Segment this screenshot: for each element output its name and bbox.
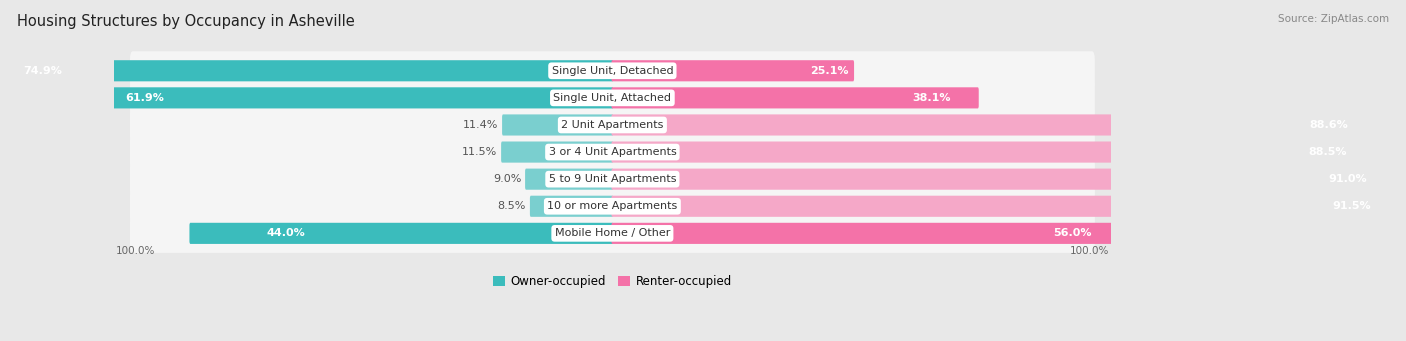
FancyBboxPatch shape [612,196,1406,217]
FancyBboxPatch shape [530,196,613,217]
Text: 91.0%: 91.0% [1329,174,1367,184]
Text: 38.1%: 38.1% [912,93,950,103]
FancyBboxPatch shape [129,187,1095,226]
FancyBboxPatch shape [129,133,1095,172]
Text: 9.0%: 9.0% [494,174,522,184]
Text: 3 or 4 Unit Apartments: 3 or 4 Unit Apartments [548,147,676,157]
FancyBboxPatch shape [501,142,613,163]
FancyBboxPatch shape [502,114,613,135]
FancyBboxPatch shape [612,60,853,81]
Text: Mobile Home / Other: Mobile Home / Other [555,228,671,238]
FancyBboxPatch shape [0,60,613,81]
Text: 74.9%: 74.9% [24,66,62,76]
Text: 100.0%: 100.0% [115,246,155,256]
FancyBboxPatch shape [612,142,1406,163]
Text: 100.0%: 100.0% [1070,246,1109,256]
FancyBboxPatch shape [612,168,1406,190]
Text: 5 to 9 Unit Apartments: 5 to 9 Unit Apartments [548,174,676,184]
Text: Housing Structures by Occupancy in Asheville: Housing Structures by Occupancy in Ashev… [17,14,354,29]
Text: 88.6%: 88.6% [1309,120,1348,130]
FancyBboxPatch shape [190,223,613,244]
FancyBboxPatch shape [129,214,1095,253]
FancyBboxPatch shape [18,87,613,108]
Text: Single Unit, Detached: Single Unit, Detached [551,66,673,76]
Text: 61.9%: 61.9% [125,93,165,103]
Text: 88.5%: 88.5% [1309,147,1347,157]
FancyBboxPatch shape [129,105,1095,145]
FancyBboxPatch shape [129,51,1095,90]
FancyBboxPatch shape [129,160,1095,199]
Text: Source: ZipAtlas.com: Source: ZipAtlas.com [1278,14,1389,24]
Text: 25.1%: 25.1% [810,66,848,76]
Legend: Owner-occupied, Renter-occupied: Owner-occupied, Renter-occupied [488,270,737,293]
FancyBboxPatch shape [612,223,1150,244]
Text: 10 or more Apartments: 10 or more Apartments [547,201,678,211]
FancyBboxPatch shape [612,87,979,108]
Text: 11.4%: 11.4% [463,120,498,130]
Text: 11.5%: 11.5% [463,147,498,157]
Text: 2 Unit Apartments: 2 Unit Apartments [561,120,664,130]
Text: 8.5%: 8.5% [498,201,526,211]
Text: 44.0%: 44.0% [266,228,305,238]
Text: 91.5%: 91.5% [1331,201,1371,211]
Text: 56.0%: 56.0% [1053,228,1091,238]
FancyBboxPatch shape [524,168,613,190]
FancyBboxPatch shape [612,114,1406,135]
FancyBboxPatch shape [129,78,1095,117]
Text: Single Unit, Attached: Single Unit, Attached [554,93,672,103]
